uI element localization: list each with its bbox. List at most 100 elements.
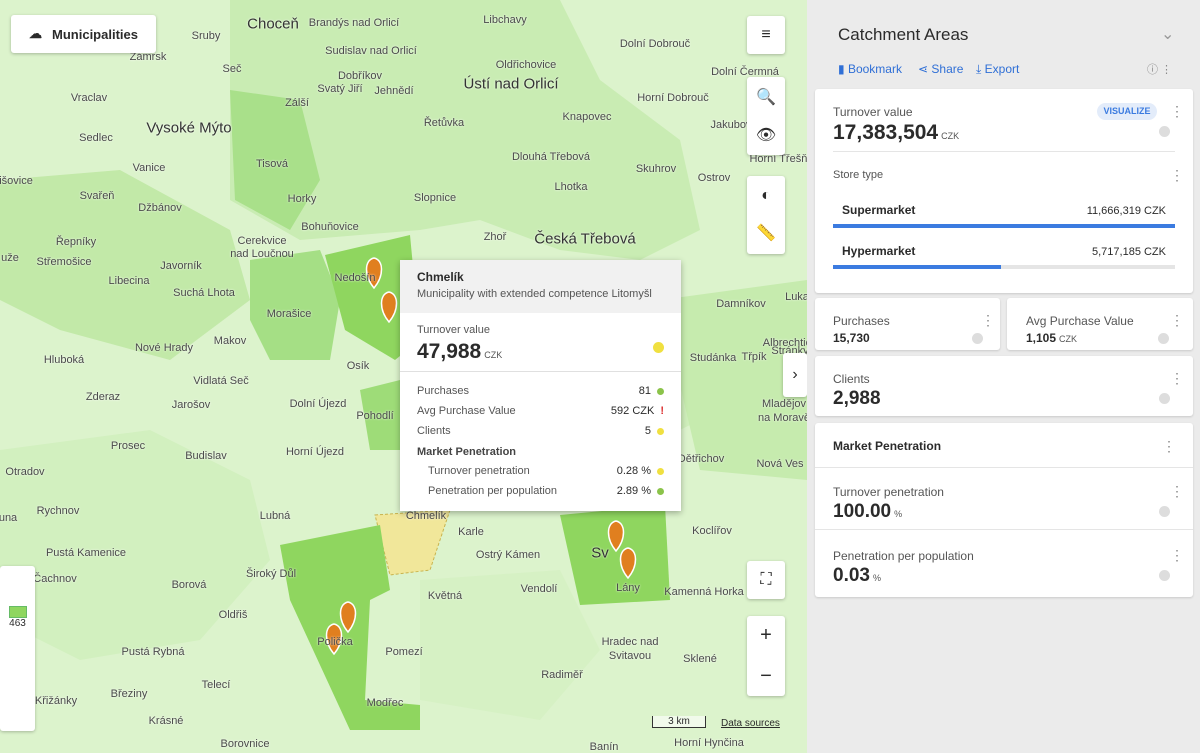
place-label: Svatý Jiří — [317, 83, 362, 95]
purchases-label: Purchases — [833, 314, 890, 328]
place-label: Polička — [317, 636, 352, 648]
place-label: Džbánov — [138, 202, 181, 214]
row-value-text: 592 CZK — [611, 405, 654, 417]
tooltip-section: Market Penetration — [417, 446, 516, 458]
place-label: Svařeň — [80, 190, 115, 202]
scale-bar: 3 km — [652, 716, 706, 728]
status-dot — [657, 428, 664, 435]
place-label: Nedošín — [335, 272, 376, 284]
row-value-text: 0.28 % — [617, 465, 651, 477]
place-label: Květná — [428, 590, 462, 602]
action-link[interactable]: ⤓ Export — [976, 62, 1019, 77]
place-label: Sudislav nad Orlicí — [325, 45, 417, 57]
search-view-buttons[interactable]: 🔍👁 — [747, 77, 785, 155]
status-dot — [657, 388, 664, 395]
place-label: Telecí — [202, 679, 231, 691]
side-panel: Catchment Areas ⌄ ▮ Bookmark ⋖ Share ⤓ Exp… — [807, 0, 1200, 753]
info-icon[interactable]: ⓘ ⋮ — [1147, 61, 1172, 77]
place-label: Dětřichov — [678, 453, 724, 465]
action-label: Export — [985, 62, 1020, 76]
kebab-menu[interactable]: ⋮ — [1170, 312, 1184, 329]
place-label: Suchá Lhota — [173, 287, 235, 299]
metric-unit: % — [873, 573, 881, 583]
store-name: Supermarket — [842, 203, 915, 217]
kebab-menu[interactable]: ⋮ — [1170, 103, 1184, 120]
kebab-menu[interactable]: ⋮ — [1170, 167, 1184, 184]
row-value: 5 — [645, 425, 664, 437]
place-label: Ostrov — [698, 172, 730, 184]
tools-buttons[interactable]: ◐📏 — [747, 176, 785, 254]
place-label: Damníkov — [716, 298, 766, 310]
place-label: Osík — [347, 360, 370, 372]
tooltip-metric-value: 47,988 — [417, 340, 481, 363]
place-label: Radiměř — [541, 669, 583, 681]
collapse-chevron[interactable]: ⌄ — [1161, 24, 1174, 44]
place-label: Široký Důl — [246, 568, 296, 580]
action-icon: ⤓ — [976, 62, 985, 76]
place-label: nad Loučnou — [230, 248, 294, 260]
turnover-unit: CZK — [941, 131, 959, 141]
layer-button[interactable]: ☁Municipalities — [11, 15, 156, 53]
avg-purchase-number: 1,105 — [1026, 331, 1056, 345]
place-label: Česká Třebová — [534, 231, 635, 248]
place-label: Nová Ves — [756, 458, 803, 470]
place-label: Vendolí — [521, 583, 558, 595]
kebab-menu[interactable]: ⋮ — [1170, 483, 1184, 500]
turnover-card: Turnover value 17,383,504CZK VISUALIZE ⋮… — [815, 89, 1193, 293]
map[interactable]: ChoceňÚstí nad OrlicíVysoké MýtoČeská Tř… — [0, 0, 807, 753]
place-label: Řetůvka — [424, 117, 464, 129]
place-label: Zderaz — [86, 391, 120, 403]
place-label: Oldřiš — [219, 609, 248, 621]
legend: 463 — [0, 566, 35, 731]
kebab-menu[interactable]: ⋮ — [981, 312, 995, 329]
visualize-button[interactable]: VISUALIZE — [1097, 103, 1157, 120]
store-name: Hypermarket — [842, 244, 915, 258]
place-label: Cerekvice — [238, 235, 287, 247]
status-dot — [972, 333, 983, 344]
clients-value: 2,988 — [833, 388, 881, 410]
place-label: Vysoké Mýto — [146, 120, 231, 137]
panel-title: Catchment Areas — [838, 25, 968, 45]
clients-card: Clients 2,988 ⋮ — [815, 356, 1193, 416]
market-penetration-title: Market Penetration — [833, 439, 941, 453]
place-label: Křižánky — [35, 695, 77, 707]
filter-button[interactable]: ≡ — [747, 16, 785, 54]
place-label: Brandýs nad Orlicí — [309, 17, 399, 29]
kebab-menu[interactable]: ⋮ — [1162, 438, 1176, 455]
place-label: Dolní Újezd — [290, 398, 347, 410]
layer-button-label: Municipalities — [52, 27, 138, 42]
avg-purchase-value: 1,105CZK — [1026, 331, 1077, 345]
place-label: Horky — [288, 193, 317, 205]
place-label: Prosec — [111, 440, 145, 452]
place-label: Rychnov — [37, 505, 80, 517]
turnover-number: 17,383,504 — [833, 121, 938, 144]
metric-number: 0.03 — [833, 565, 870, 586]
divider — [815, 529, 1193, 530]
zoom-buttons[interactable]: +− — [747, 616, 785, 696]
data-sources-link[interactable]: Data sources — [721, 718, 780, 729]
place-label: Horní Hynčina — [674, 737, 744, 749]
place-label: Lubná — [260, 510, 291, 522]
place-label: Sklené — [683, 653, 717, 665]
action-link[interactable]: ⋖ Share — [918, 62, 963, 76]
kebab-menu[interactable]: ⋮ — [1170, 547, 1184, 564]
row-value: 592 CZK! — [611, 405, 664, 417]
action-link[interactable]: ▮ Bookmark — [838, 62, 902, 76]
place-label: Třpík — [741, 351, 766, 363]
place-label: Borovnice — [221, 738, 270, 750]
clients-label: Clients — [833, 372, 870, 386]
place-label: Zálší — [285, 97, 309, 109]
expand-button[interactable]: › — [783, 353, 807, 397]
place-label: Zhoř — [484, 231, 507, 243]
place-label: Dlouhá Třebová — [512, 151, 590, 163]
place-label: na Moravě — [758, 412, 807, 424]
tooltip-subrow: Turnover penetration0.28 % — [428, 465, 664, 477]
place-label: Morašice — [267, 308, 312, 320]
place-label: Řepníky — [56, 236, 96, 248]
place-label: Bohuňovice — [301, 221, 359, 233]
status-dot — [1159, 126, 1170, 137]
place-label: Vraclav — [71, 92, 107, 104]
status-dot — [1159, 570, 1170, 581]
kebab-menu[interactable]: ⋮ — [1170, 370, 1184, 387]
fullscreen-button[interactable]: ⛶ — [747, 561, 785, 599]
